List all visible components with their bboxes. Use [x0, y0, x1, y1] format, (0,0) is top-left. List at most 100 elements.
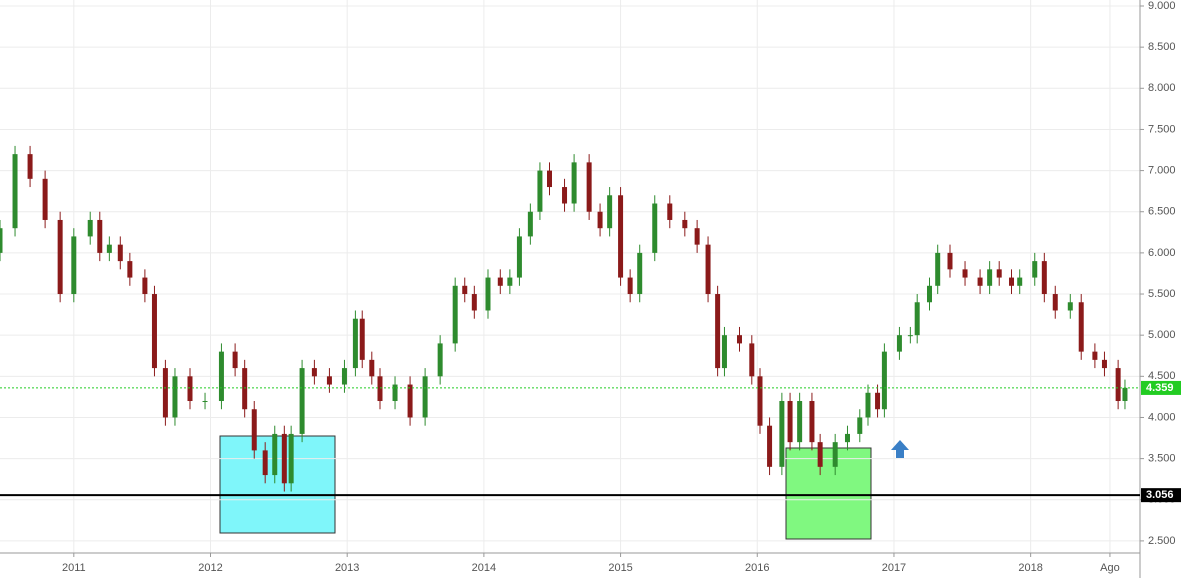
candle-body — [817, 442, 823, 467]
candle-body — [896, 335, 902, 352]
candle-body — [507, 277, 513, 286]
y-tick-label: 4.000 — [1148, 411, 1176, 423]
candle-body — [637, 252, 643, 295]
candle-body — [571, 162, 577, 204]
candle-body — [352, 318, 358, 369]
candle-body — [422, 376, 428, 418]
candle-body — [597, 211, 603, 229]
candle-body — [299, 368, 305, 434]
candle-body — [1067, 302, 1073, 311]
candle-body — [12, 154, 18, 229]
candle-body — [497, 277, 503, 286]
candle-body — [618, 195, 624, 278]
candle-body — [779, 401, 785, 467]
y-tick-label: 8.000 — [1148, 82, 1176, 94]
candle-body — [106, 244, 112, 253]
candle-body — [462, 285, 468, 295]
candle-body — [377, 376, 383, 402]
y-tick-label: 9.000 — [1148, 0, 1176, 12]
candle-body — [881, 351, 887, 410]
candle-body — [71, 236, 77, 295]
candle-body — [42, 178, 48, 220]
candle-body — [251, 409, 257, 451]
level-label: 4.359 — [1146, 382, 1174, 394]
y-tick-label: 7.000 — [1148, 164, 1176, 176]
candle-body — [857, 417, 863, 434]
x-tick-label: 2015 — [608, 562, 632, 574]
candle-body — [57, 219, 63, 295]
candle-body — [471, 294, 477, 311]
candle-body — [311, 368, 317, 377]
candle-body — [757, 376, 763, 426]
x-tick-label: 2013 — [335, 562, 359, 574]
level-label-box — [1141, 488, 1181, 503]
candle-body — [1101, 359, 1107, 369]
candle-body — [326, 376, 332, 385]
candle-body — [1092, 351, 1098, 360]
candle-body — [516, 236, 522, 278]
candle-body — [682, 219, 688, 229]
candle-body — [288, 433, 294, 484]
candle-body — [437, 343, 443, 377]
x-tick-label: 2012 — [198, 562, 222, 574]
y-tick-label: 5.500 — [1148, 288, 1176, 300]
candle-body — [0, 228, 3, 253]
candle-body — [1017, 277, 1023, 286]
candle-body — [962, 269, 968, 278]
candle-body — [935, 252, 941, 286]
candle-body — [1052, 294, 1058, 311]
candle-body — [485, 277, 491, 311]
candle-body — [736, 335, 742, 344]
candle-body — [527, 211, 533, 237]
candle-body — [407, 384, 413, 418]
candle-body — [832, 442, 838, 467]
level-label-box — [1141, 380, 1181, 395]
zone-box-green — [785, 447, 872, 540]
candle-body — [272, 433, 278, 476]
candle-body — [117, 244, 123, 262]
candle-body — [767, 425, 773, 467]
candle-body — [142, 277, 148, 295]
candle-body — [797, 401, 803, 443]
candle-body — [715, 294, 721, 369]
candle-body — [369, 359, 375, 377]
x-tick-label: 2011 — [62, 562, 86, 574]
candle-body — [1078, 302, 1084, 352]
candle-body — [996, 269, 1002, 278]
up-arrow — [891, 440, 909, 458]
candle-body — [218, 351, 224, 402]
x-tick-label: 2017 — [882, 562, 906, 574]
x-tick-label: 2018 — [1018, 562, 1042, 574]
candle-body — [787, 401, 793, 443]
candle-body — [652, 203, 658, 253]
candle-body — [359, 318, 365, 360]
candle-body — [232, 351, 238, 369]
level-label: 3.056 — [1146, 489, 1174, 501]
candle-body — [452, 285, 458, 344]
candle-body — [875, 392, 881, 410]
candle-body — [242, 368, 248, 410]
candle-body — [667, 203, 673, 220]
candle-body — [586, 162, 592, 212]
candle-body — [151, 294, 157, 369]
candle-body — [27, 154, 33, 179]
y-tick-label: 6.500 — [1148, 206, 1176, 218]
y-tick-label: 8.500 — [1148, 41, 1176, 53]
candle-body — [262, 450, 268, 476]
candle-body — [162, 368, 168, 418]
x-tick-label: 2016 — [745, 562, 769, 574]
y-tick-label: 4.500 — [1148, 370, 1176, 382]
x-tick-label: 2014 — [472, 562, 496, 574]
candle-body — [202, 401, 208, 403]
candle-body — [627, 277, 633, 295]
candle-body — [914, 302, 920, 336]
candle-body — [392, 384, 398, 402]
candle-body — [844, 433, 850, 443]
candle-body — [694, 228, 700, 245]
candle-body — [172, 376, 178, 418]
candle-body — [281, 433, 287, 484]
candle-body — [562, 187, 568, 204]
candle-body — [546, 170, 552, 188]
